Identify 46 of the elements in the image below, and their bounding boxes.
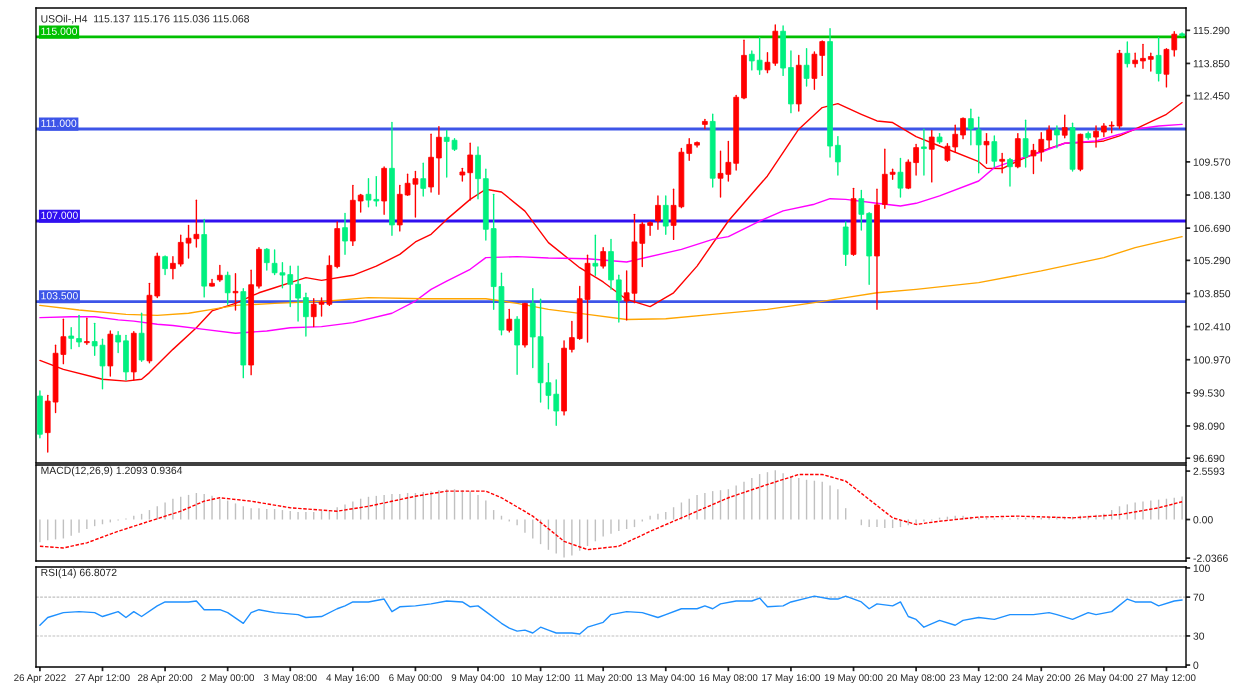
y-tick-label: 30 <box>1193 632 1205 640</box>
x-tick-label: 26 Apr 2022 <box>14 674 66 684</box>
x-tick-label: 27 May 12:00 <box>1137 674 1196 684</box>
y-tick-label: -2.0366 <box>1193 554 1228 562</box>
x-tick-label: 28 Apr 20:00 <box>138 674 193 684</box>
y-tick-label: 102.410 <box>1193 323 1231 331</box>
y-tick-label: 105.290 <box>1193 256 1231 265</box>
x-tick-label: 11 May 20:00 <box>574 674 632 684</box>
x-tick-label: 17 May 16:00 <box>762 674 821 684</box>
y-tick-label: 2.5593 <box>1193 467 1225 475</box>
x-tick-label: 26 May 04:00 <box>1074 674 1133 684</box>
chart-title: MACD(12,26,9) 1.2093 0.9364 <box>41 466 183 477</box>
y-tick-label: 100 <box>1193 564 1210 572</box>
y-tick-label: 70 <box>1193 593 1205 601</box>
ref-line-label: 103.500 <box>41 292 78 300</box>
ref-line-label: 111.000 <box>41 119 77 127</box>
y-tick-label: 0.00 <box>1193 516 1213 524</box>
y-tick-label: 98.090 <box>1193 422 1225 430</box>
chart-title: RSI(14) 66.8072 <box>41 568 117 579</box>
x-tick-label: 10 May 12:00 <box>511 674 570 684</box>
y-tick-label: 108.130 <box>1193 191 1231 199</box>
y-tick-label: 109.570 <box>1193 158 1231 166</box>
x-tick-label: 19 May 00:00 <box>824 674 883 684</box>
x-tick-label: 20 May 08:00 <box>887 674 946 684</box>
x-tick-label: 3 May 08:00 <box>263 674 317 684</box>
ref-line-label: 107.000 <box>41 211 78 219</box>
x-tick-label: 6 May 00:00 <box>389 674 442 684</box>
y-tick-label: 115.290 <box>1193 26 1230 35</box>
y-tick-label: 103.850 <box>1193 289 1231 298</box>
x-tick-label: 16 May 08:00 <box>699 674 758 684</box>
y-tick-label: 112.450 <box>1193 92 1230 100</box>
y-tick-label: 0 <box>1193 661 1199 669</box>
x-tick-label: 13 May 04:00 <box>637 674 695 684</box>
y-tick-label: 96.690 <box>1193 454 1225 463</box>
y-tick-label: 113.850 <box>1193 59 1230 68</box>
text: USOil-,H4 115.137 115.176 115.036 115.068 <box>41 14 250 24</box>
x-tick-label: 24 May 20:00 <box>1012 674 1071 684</box>
x-tick-label: 9 May 04:00 <box>451 674 505 684</box>
y-tick-label: 100.970 <box>1193 356 1231 364</box>
x-tick-label: 27 Apr 12:00 <box>75 674 130 684</box>
x-tick-label: 23 May 12:00 <box>949 674 1008 684</box>
ref-line-label: 115.000 <box>41 27 78 35</box>
x-tick-label: 2 May 00:00 <box>201 674 255 684</box>
y-tick-label: 106.690 <box>1193 224 1231 233</box>
y-tick-label: 99.530 <box>1193 389 1225 397</box>
x-tick-label: 4 May 16:00 <box>326 674 380 684</box>
